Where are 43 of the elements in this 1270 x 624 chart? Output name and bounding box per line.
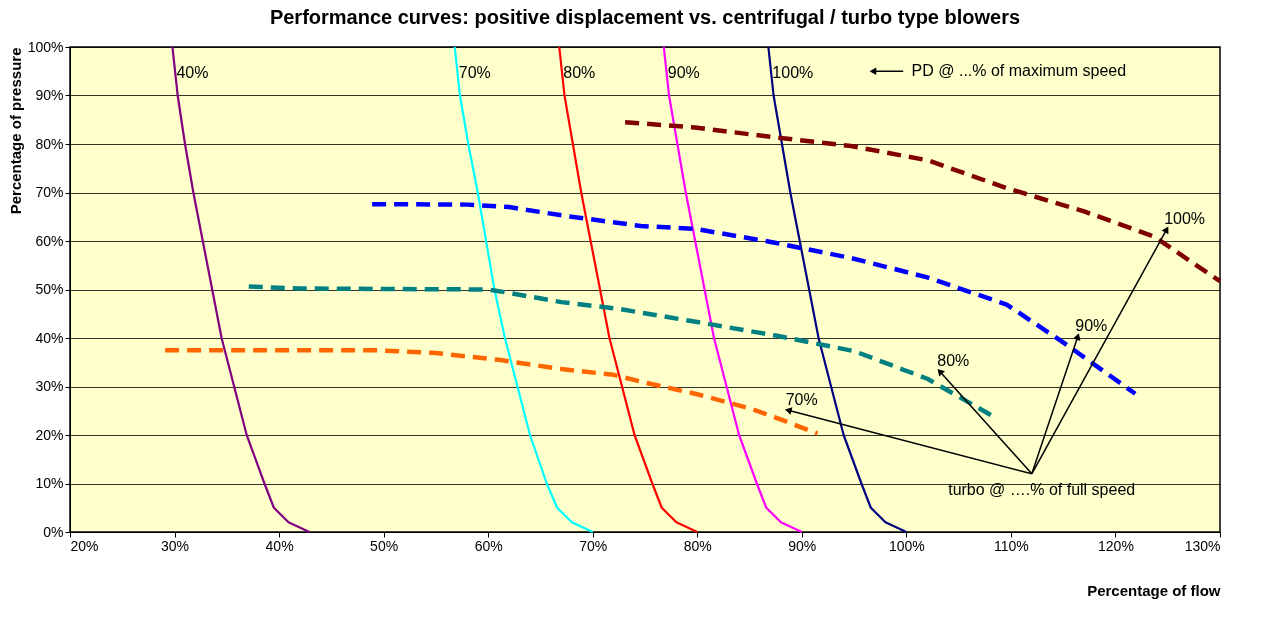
y-tick-label: 40% (35, 329, 64, 346)
annotation: turbo @ ….% of full speed (948, 480, 1136, 498)
series-label: 100% (1164, 209, 1206, 227)
x-tick-label: 40% (265, 537, 294, 554)
y-tick-label: 90% (35, 87, 64, 103)
series-label: 70% (458, 64, 491, 81)
y-tick-label: 0% (43, 523, 64, 540)
x-axis-title: Percentage of flow (1087, 581, 1221, 599)
x-tick-label: 60% (474, 537, 503, 554)
series-label: 90% (1075, 316, 1108, 334)
y-tick-label: 50% (35, 281, 64, 297)
x-tick-label: 30% (161, 537, 190, 554)
series-label: 90% (667, 64, 700, 81)
x-tick-label: 80% (683, 537, 712, 554)
y-axis-title: Percentage of pressure (6, 47, 24, 215)
x-tick-label: 100% (888, 537, 925, 554)
series-label: 80% (937, 351, 970, 369)
line-series (171, 45, 311, 534)
y-tick-label: 20% (35, 426, 64, 443)
y-tick-label: 60% (35, 232, 64, 249)
series-label: 40% (176, 64, 209, 81)
y-tick-label: 100% (27, 38, 64, 55)
x-tick-label: 90% (788, 537, 817, 554)
line-series (622, 119, 1223, 284)
x-tick-label: 70% (579, 537, 608, 554)
x-tick-label: 110% (994, 537, 1029, 554)
line-series (453, 45, 594, 534)
chart-title: Performance curves: positive displacement vs. centrifugal / turbo type blowers (269, 6, 1021, 28)
x-tick-label: 20% (70, 537, 99, 554)
x-tick-label: 50% (370, 537, 399, 554)
series-label: 100% (772, 64, 814, 81)
series-label: 70% (785, 390, 818, 408)
line-series (767, 45, 908, 534)
y-tick-label: 30% (35, 378, 64, 394)
series-label: 80% (563, 64, 596, 81)
y-tick-label: 10% (35, 475, 64, 491)
y-tick-label: 70% (35, 184, 64, 200)
x-tick-label: 130% (1184, 537, 1221, 554)
line-series (162, 347, 820, 436)
line-series (558, 45, 699, 534)
y-tick-label: 80% (35, 135, 64, 152)
annotation: PD @ ...% of maximum speed (911, 62, 1127, 80)
x-tick-label: 120% (1098, 537, 1134, 554)
